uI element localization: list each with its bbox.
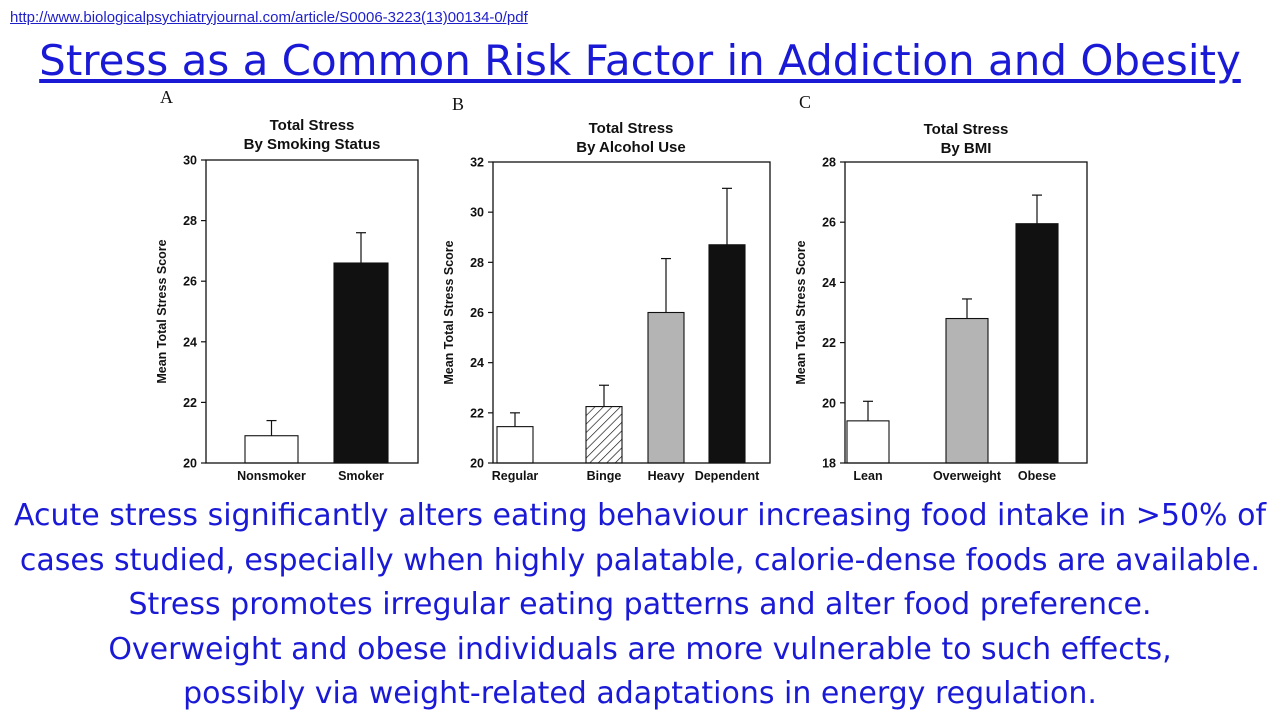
- chart-b-bar: [496, 426, 534, 464]
- chart-a-ytick-label: 24: [183, 335, 197, 349]
- chart-c-bar: [846, 420, 890, 464]
- chart-a-ytick-label: 30: [183, 154, 197, 168]
- chart-a-ytick-label: 26: [183, 275, 197, 289]
- chart-c-ytick-label: 28: [822, 156, 836, 170]
- body-line-2: cases studied, especially when highly pa…: [19, 542, 1261, 578]
- chart-b-title-line-1: Total Stress: [589, 120, 674, 137]
- chart-c-title-line-1: Total Stress: [924, 121, 1009, 138]
- chart-c-plot-frame: [844, 161, 1088, 464]
- chart-b-ytick-label: 32: [470, 156, 484, 170]
- chart-b-bar: [647, 311, 685, 464]
- chart-a-ylabel: Mean Total Stress Score: [155, 239, 169, 383]
- slide-title: Stress as a Common Risk Factor in Addict…: [39, 36, 1241, 85]
- chart-a-xtick-label: Smoker: [338, 469, 384, 483]
- chart-c-ytick-label: 20: [822, 396, 836, 410]
- chart-c-xtick-label: Obese: [1018, 469, 1056, 483]
- chart-c-ytick-label: 22: [822, 336, 836, 350]
- chart-c-xtick-label: Overweight: [933, 469, 1002, 483]
- chart-b-ylabel: Mean Total Stress Score: [442, 240, 456, 384]
- chart-c-ytick-label: 18: [822, 457, 836, 471]
- chart-b-xtick-label: Regular: [492, 469, 539, 483]
- chart-layer: A Total Stress By Smoking Status Mean Total…: [155, 87, 1088, 483]
- chart-c-title-line-2: By BMI: [941, 140, 992, 157]
- chart-b-xtick-label: Binge: [587, 469, 622, 483]
- chart-b-ytick-label: 20: [470, 457, 484, 471]
- chart-a-ytick-label: 22: [183, 396, 197, 410]
- chart-b-plot-frame: [492, 161, 771, 464]
- chart-a-title-line-1: Total Stress: [270, 117, 355, 134]
- chart-b-ytick-label: 24: [470, 356, 484, 370]
- chart-b-ytick-label: 28: [470, 256, 484, 270]
- chart-b-bar: [585, 406, 623, 464]
- chart-b-ytick-label: 30: [470, 206, 484, 220]
- chart-c-ytick-label: 26: [822, 216, 836, 230]
- chart-c-panel-letter: C: [799, 92, 811, 112]
- body-line-4: Overweight and obese individuals are mor…: [108, 631, 1172, 667]
- chart-c-xtick-label: Lean: [853, 469, 882, 483]
- charts-figure: A Total Stress By Smoking Status Mean Total…: [155, 87, 1088, 483]
- chart-c-ylabel: Mean Total Stress Score: [794, 240, 808, 384]
- body-text: Acute stress significantly alters eating…: [0, 494, 1280, 717]
- chart-b-panel-letter: B: [452, 94, 464, 114]
- chart-b-title-line-2: By Alcohol Use: [576, 139, 685, 156]
- chart-b-ytick-label: 26: [470, 306, 484, 320]
- body-line-3: Stress promotes irregular eating pattern…: [128, 587, 1152, 622]
- chart-b-xtick-label: Dependent: [695, 469, 760, 483]
- chart-a-panel-letter: A: [160, 87, 173, 107]
- source-link[interactable]: http://www.biologicalpsychiatryjournal.c…: [10, 9, 528, 26]
- chart-b-ytick-label: 22: [470, 406, 484, 420]
- chart-a-bar: [244, 435, 299, 464]
- chart-b-xtick-label: Heavy: [648, 469, 685, 483]
- chart-b-bar: [708, 244, 746, 464]
- body-line-5: possibly via weight-related adaptations …: [183, 676, 1097, 711]
- chart-a-ytick-label: 20: [183, 457, 197, 471]
- chart-a-xtick-label: Nonsmoker: [237, 469, 306, 483]
- chart-a-ytick-label: 28: [183, 214, 197, 228]
- chart-a-bar: [333, 262, 389, 464]
- chart-a-title-line-2: By Smoking Status: [244, 136, 381, 153]
- chart-a-plot-frame: [205, 159, 419, 464]
- body-line-1: Acute stress significantly alters eating…: [13, 498, 1267, 533]
- chart-c-bar: [945, 317, 989, 464]
- chart-c-ytick-label: 24: [822, 276, 836, 290]
- chart-c-bar: [1015, 223, 1059, 464]
